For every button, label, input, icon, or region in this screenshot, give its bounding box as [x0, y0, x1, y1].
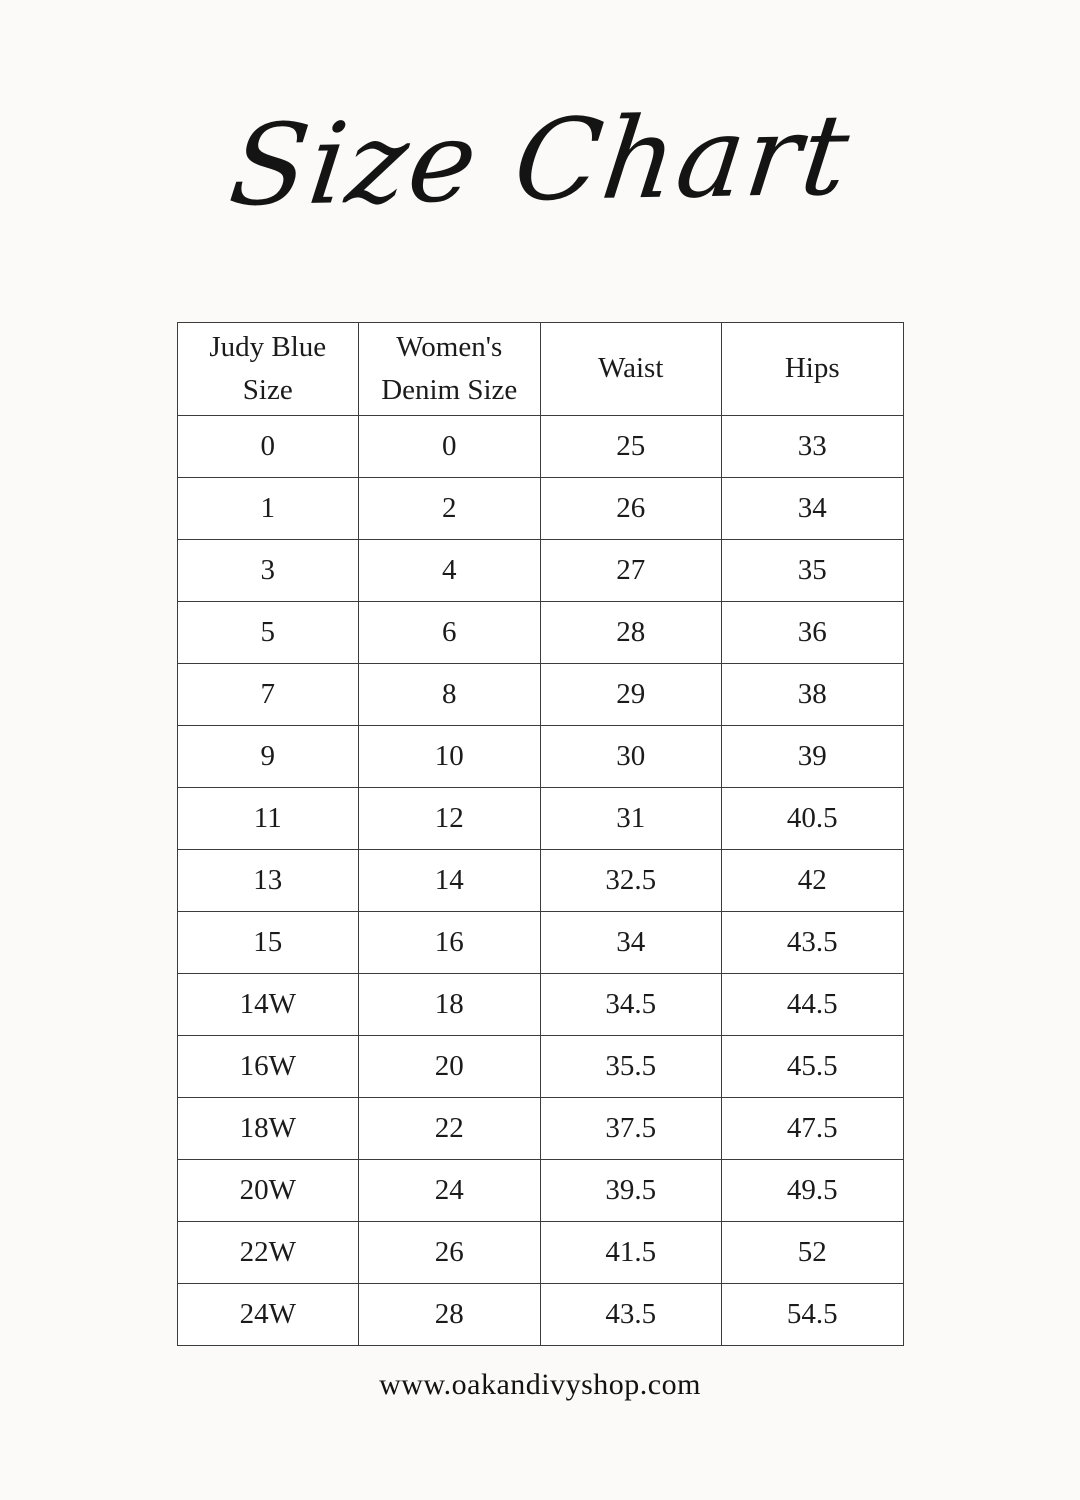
table-cell: 35.5	[539, 1035, 722, 1098]
table-cell: 20	[358, 1035, 541, 1098]
table-cell: 39	[721, 725, 904, 788]
table-cell: 36	[721, 601, 904, 664]
table-cell: 35	[721, 539, 904, 602]
table-cell: 52	[721, 1221, 904, 1284]
table-cell: 0	[176, 415, 359, 478]
table-cell: 43.5	[539, 1283, 722, 1346]
size-table-body: 0 0 25 33 1 2 26 34 3 4 27 35 5 6 28 36 7 8 29 38 9 10 30 39 11 1…	[176, 415, 904, 1346]
table-cell: 27	[539, 539, 722, 602]
table-cell: 32.5	[539, 849, 722, 912]
table-cell: 1	[176, 477, 359, 540]
table-cell: 30	[539, 725, 722, 788]
table-cell: 38	[721, 663, 904, 726]
table-row: 16W 20 35.5 45.5	[176, 1035, 904, 1098]
title-area: Size Chart	[0, 0, 1080, 322]
table-cell: 25	[539, 415, 722, 478]
table-cell: 8	[358, 663, 541, 726]
table-cell: 18W	[176, 1097, 359, 1160]
page-title: Size Chart	[222, 90, 858, 232]
table-cell: 22	[358, 1097, 541, 1160]
column-header-judy-blue-size: Judy Blue Size	[176, 322, 359, 416]
table-row: 15 16 34 43.5	[176, 911, 904, 974]
table-row: 0 0 25 33	[176, 415, 904, 478]
table-row: 22W 26 41.5 52	[176, 1221, 904, 1284]
header-row: Judy Blue Size Women's Denim Size Waist …	[176, 322, 904, 416]
table-row: 1 2 26 34	[176, 477, 904, 540]
table-cell: 33	[721, 415, 904, 478]
table-cell: 10	[358, 725, 541, 788]
table-cell: 22W	[176, 1221, 359, 1284]
table-row: 24W 28 43.5 54.5	[176, 1283, 904, 1346]
table-cell: 54.5	[721, 1283, 904, 1346]
size-table: Judy Blue Size Women's Denim Size Waist …	[176, 322, 904, 1346]
table-cell: 34	[539, 911, 722, 974]
table-cell: 4	[358, 539, 541, 602]
table-row: 14W 18 34.5 44.5	[176, 973, 904, 1036]
table-cell: 47.5	[721, 1097, 904, 1160]
column-header-womens-denim-size: Women's Denim Size	[358, 322, 541, 416]
table-cell: 3	[176, 539, 359, 602]
table-row: 9 10 30 39	[176, 725, 904, 788]
table-row: 20W 24 39.5 49.5	[176, 1159, 904, 1222]
website-url: www.oakandivyshop.com	[379, 1368, 701, 1401]
table-cell: 12	[358, 787, 541, 850]
table-cell: 9	[176, 725, 359, 788]
table-cell: 26	[539, 477, 722, 540]
table-row: 5 6 28 36	[176, 601, 904, 664]
table-cell: 28	[539, 601, 722, 664]
table-cell: 0	[358, 415, 541, 478]
table-cell: 5	[176, 601, 359, 664]
table-cell: 49.5	[721, 1159, 904, 1222]
table-row: 18W 22 37.5 47.5	[176, 1097, 904, 1160]
table-cell: 34.5	[539, 973, 722, 1036]
table-cell: 16W	[176, 1035, 359, 1098]
table-cell: 24	[358, 1159, 541, 1222]
table-cell: 31	[539, 787, 722, 850]
column-header-waist: Waist	[539, 322, 722, 416]
table-cell: 34	[721, 477, 904, 540]
table-cell: 16	[358, 911, 541, 974]
table-cell: 28	[358, 1283, 541, 1346]
table-row: 7 8 29 38	[176, 663, 904, 726]
table-cell: 18	[358, 973, 541, 1036]
table-cell: 41.5	[539, 1221, 722, 1284]
table-cell: 39.5	[539, 1159, 722, 1222]
column-header-hips: Hips	[721, 322, 904, 416]
table-cell: 45.5	[721, 1035, 904, 1098]
table-cell: 42	[721, 849, 904, 912]
table-cell: 2	[358, 477, 541, 540]
table-cell: 7	[176, 663, 359, 726]
table-cell: 14	[358, 849, 541, 912]
table-cell: 11	[176, 787, 359, 850]
table-row: 11 12 31 40.5	[176, 787, 904, 850]
table-cell: 13	[176, 849, 359, 912]
table-cell: 20W	[176, 1159, 359, 1222]
size-table-header: Judy Blue Size Women's Denim Size Waist …	[176, 322, 904, 416]
table-row: 13 14 32.5 42	[176, 849, 904, 912]
table-cell: 37.5	[539, 1097, 722, 1160]
table-cell: 14W	[176, 973, 359, 1036]
table-cell: 26	[358, 1221, 541, 1284]
table-cell: 43.5	[721, 911, 904, 974]
table-cell: 15	[176, 911, 359, 974]
table-cell: 6	[358, 601, 541, 664]
table-cell: 40.5	[721, 787, 904, 850]
table-cell: 29	[539, 663, 722, 726]
table-cell: 44.5	[721, 973, 904, 1036]
table-cell: 24W	[176, 1283, 359, 1346]
table-row: 3 4 27 35	[176, 539, 904, 602]
